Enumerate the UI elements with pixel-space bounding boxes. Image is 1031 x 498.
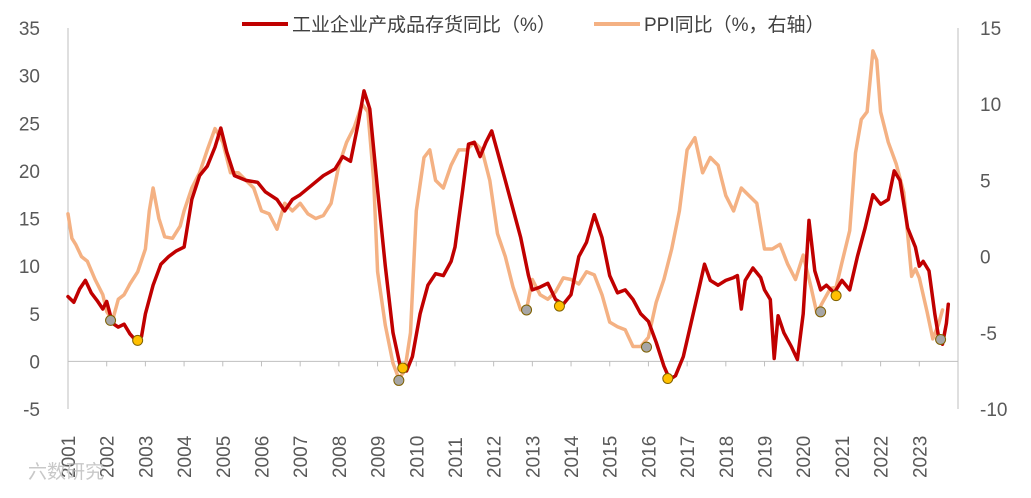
turning-point-marker	[132, 334, 144, 346]
turning-point-marker	[397, 362, 409, 374]
series-line-inventory	[66, 89, 951, 382]
right-axis-tick-label: -10	[980, 400, 1007, 421]
turning-point-marker	[553, 300, 565, 312]
x-axis-tick-label: 2018	[717, 436, 738, 478]
x-axis-tick-label: 2015	[601, 436, 622, 478]
x-axis-tick-label: 2005	[214, 436, 235, 478]
turning-point-marker	[662, 373, 674, 385]
x-axis-tick-label: 2011	[446, 437, 467, 478]
left-axis-tick-label: 20	[19, 162, 40, 183]
x-axis-tick-label: 2016	[639, 436, 660, 478]
x-axis-tick-label: 2009	[369, 436, 390, 478]
legend-label-ppi: PPI同比（%，右轴）	[644, 14, 825, 36]
turning-point-marker	[830, 290, 842, 302]
left-axis-tick-label: 5	[29, 305, 40, 326]
left-axis-tick-label: -5	[23, 400, 40, 421]
x-axis-tick-label: 2021	[833, 436, 854, 478]
turning-point-marker	[521, 304, 533, 316]
x-axis-tick-label: 2003	[136, 436, 157, 478]
right-axis-tick-label: 0	[980, 248, 991, 269]
right-axis-tick-label: -5	[980, 324, 997, 345]
x-axis-tick-label: 2017	[678, 436, 699, 478]
x-axis-tick-label: 2020	[794, 436, 815, 478]
turning-point-marker	[393, 374, 405, 386]
left-axis-tick-label: 0	[29, 352, 40, 373]
turning-point-marker	[935, 333, 947, 345]
x-axis-tick-label: 2019	[756, 436, 777, 478]
x-axis-tick-label: 2007	[291, 436, 312, 478]
x-axis-tick-label: 2010	[407, 436, 428, 478]
series-line-ppi	[66, 49, 945, 381]
turning-point-marker	[105, 314, 117, 326]
left-axis-tick-label: 25	[19, 114, 40, 135]
x-axis-tick-label: 2023	[910, 436, 931, 478]
legend-label-inventory: 工业企业产成品存货同比（%）	[292, 14, 556, 36]
x-axis-tick-label: 2013	[523, 436, 544, 478]
right-axis-tick-label: 5	[980, 171, 991, 192]
x-axis-tick-label: 2001	[59, 436, 80, 478]
left-axis-tick-label: 15	[19, 210, 40, 231]
legend: 工业企业产成品存货同比（%） PPI同比（%，右轴）	[242, 14, 825, 36]
x-axis-tick-label: 2012	[485, 436, 506, 478]
x-axis-tick-label: 2014	[562, 435, 583, 478]
left-axis-tick-label: 10	[19, 257, 40, 278]
right-axis-tick-label: 10	[980, 95, 1001, 116]
watermark-text: 六数研究	[28, 461, 104, 483]
turning-point-marker	[815, 306, 827, 318]
left-axis-tick-label: 30	[19, 67, 40, 88]
x-axis-tick-label: 2006	[252, 436, 273, 478]
x-axis-tick-label: 2004	[175, 435, 196, 478]
turning-point-marker	[641, 341, 652, 353]
right-axis-tick-label: 15	[980, 19, 1001, 40]
left-axis-tick-label: 35	[19, 19, 40, 40]
x-axis-tick-label: 2008	[330, 436, 351, 478]
x-axis-tick-label: 2002	[98, 436, 119, 478]
x-axis-tick-label: 2022	[872, 436, 893, 478]
